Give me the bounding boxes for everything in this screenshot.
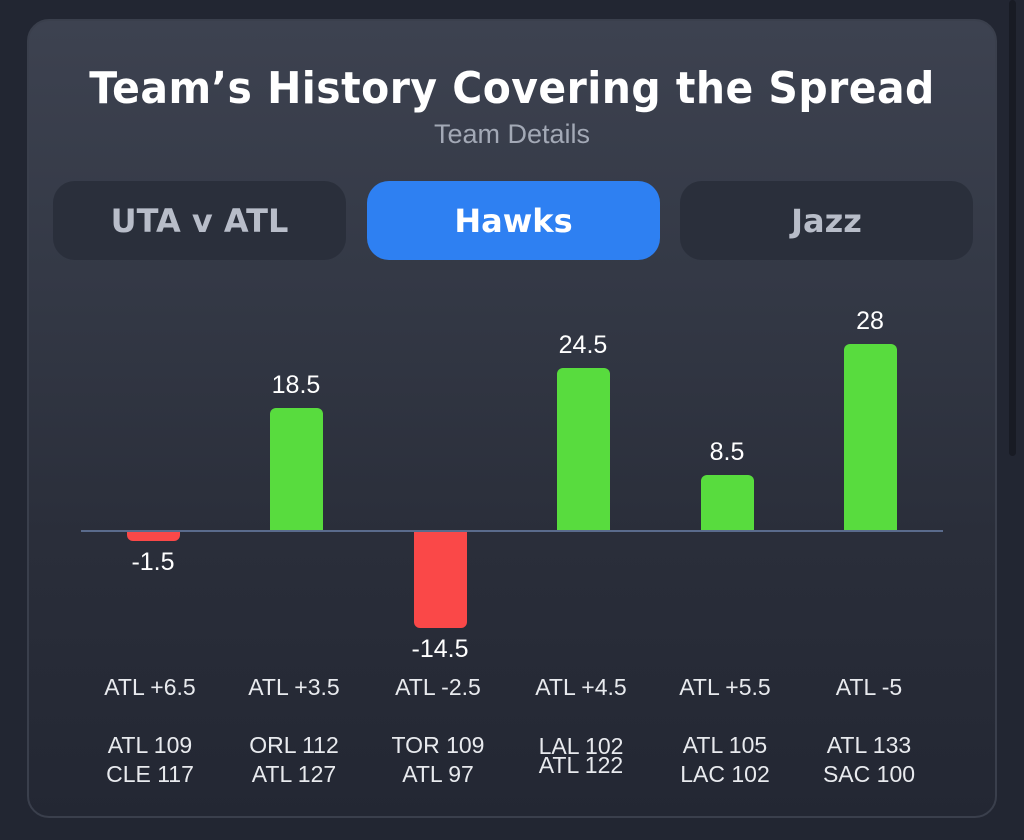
tab-label: Hawks xyxy=(454,201,573,240)
section-subtitle: Team Details xyxy=(433,119,591,149)
tab-label: Jazz xyxy=(791,201,862,240)
ats-history-card: Team’s History Covering the Spread Team … xyxy=(27,19,997,818)
page-scrollbar[interactable] xyxy=(1009,0,1016,456)
page-title: Team’s History Covering the Spread xyxy=(89,63,935,114)
tab-matchup[interactable]: UTA v ATL xyxy=(53,181,346,260)
tab-jazz[interactable]: Jazz xyxy=(680,181,973,260)
tab-hawks[interactable]: Hawks xyxy=(367,181,660,260)
tab-label: UTA v ATL xyxy=(110,201,289,240)
